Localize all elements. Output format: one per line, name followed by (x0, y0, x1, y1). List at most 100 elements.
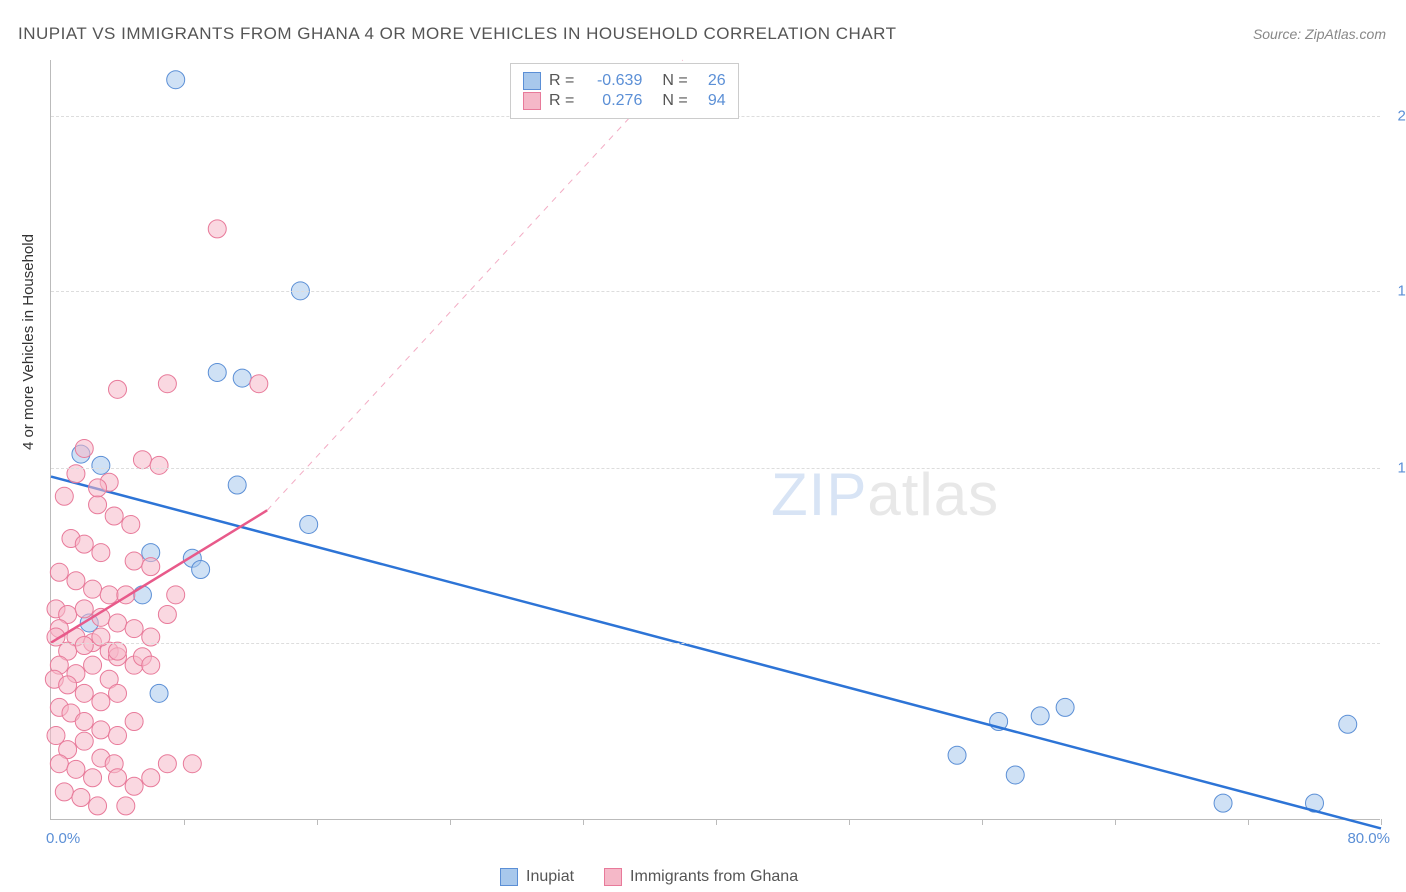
legend-swatch (523, 72, 541, 90)
legend-swatch (523, 92, 541, 110)
gridline (51, 291, 1380, 292)
series-name: Immigrants from Ghana (630, 868, 798, 886)
gridline (51, 468, 1380, 469)
scatter-point (92, 544, 110, 562)
scatter-point (75, 684, 93, 702)
scatter-point (1339, 715, 1357, 733)
scatter-point (109, 642, 127, 660)
scatter-point (142, 558, 160, 576)
gridline (51, 643, 1380, 644)
legend-n-label: N = (662, 72, 687, 90)
scatter-point (125, 552, 143, 570)
chart-container: INUPIAT VS IMMIGRANTS FROM GHANA 4 OR MO… (0, 0, 1406, 892)
legend-n-value: 26 (696, 72, 726, 90)
x-limit-label: 0.0% (46, 830, 80, 847)
scatter-point (50, 563, 68, 581)
y-tick-label: 25.0% (1385, 108, 1406, 125)
scatter-point (133, 451, 151, 469)
scatter-point (208, 220, 226, 238)
scatter-point (125, 777, 143, 795)
scatter-point (300, 515, 318, 533)
x-tick (450, 819, 451, 825)
scatter-point (228, 476, 246, 494)
x-tick (583, 819, 584, 825)
legend-swatch (604, 868, 622, 886)
scatter-point (150, 684, 168, 702)
scatter-point (208, 363, 226, 381)
trend-line (51, 477, 1381, 829)
scatter-point (1056, 698, 1074, 716)
x-tick (184, 819, 185, 825)
scatter-point (122, 515, 140, 533)
scatter-point (92, 721, 110, 739)
scatter-point (109, 684, 127, 702)
scatter-point (75, 712, 93, 730)
scatter-point (89, 496, 107, 514)
x-tick (317, 819, 318, 825)
series-name: Inupiat (526, 868, 574, 886)
legend-row: R = -0.639 N = 26 (523, 72, 726, 90)
source-link[interactable]: ZipAtlas.com (1305, 26, 1386, 42)
legend-swatch (500, 868, 518, 886)
scatter-point (67, 760, 85, 778)
scatter-point (72, 788, 90, 806)
scatter-point (142, 656, 160, 674)
scatter-point (1006, 766, 1024, 784)
x-tick (1248, 819, 1249, 825)
legend-row: R =0.276N =94 (523, 92, 726, 110)
y-axis-label: 4 or more Vehicles in Household (20, 234, 37, 450)
scatter-point (75, 535, 93, 553)
scatter-point (109, 614, 127, 632)
legend-r-label: R = (549, 72, 574, 90)
legend-r-value: 0.276 (582, 92, 642, 110)
scatter-point (150, 456, 168, 474)
legend-r-label: R = (549, 92, 574, 110)
scatter-point (89, 479, 107, 497)
scatter-point (167, 586, 185, 604)
scatter-point (167, 71, 185, 89)
y-tick-label: 6.3% (1385, 634, 1406, 651)
series-legend: Inupiat Immigrants from Ghana (500, 868, 798, 886)
x-tick (982, 819, 983, 825)
scatter-point (109, 727, 127, 745)
scatter-point (105, 507, 123, 525)
x-tick (716, 819, 717, 825)
scatter-point (75, 439, 93, 457)
scatter-point (233, 369, 251, 387)
scatter-point (1031, 707, 1049, 725)
scatter-point (50, 755, 68, 773)
scatter-point (75, 636, 93, 654)
scatter-point (75, 600, 93, 618)
scatter-svg (51, 60, 1380, 819)
scatter-point (192, 560, 210, 578)
x-tick (1381, 819, 1382, 825)
scatter-point (1214, 794, 1232, 812)
scatter-point (109, 769, 127, 787)
scatter-point (75, 732, 93, 750)
trend-line-extension (267, 60, 683, 510)
scatter-point (158, 755, 176, 773)
scatter-point (84, 656, 102, 674)
scatter-point (84, 580, 102, 598)
source-label: Source: (1253, 26, 1301, 42)
scatter-point (158, 606, 176, 624)
legend-r-value: -0.639 (582, 72, 642, 90)
scatter-point (250, 375, 268, 393)
scatter-point (109, 380, 127, 398)
scatter-point (125, 620, 143, 638)
y-tick-label: 12.5% (1385, 460, 1406, 477)
scatter-point (84, 769, 102, 787)
source-attribution: Source: ZipAtlas.com (1253, 26, 1386, 42)
scatter-point (67, 572, 85, 590)
y-tick-label: 18.8% (1385, 282, 1406, 299)
scatter-point (100, 586, 118, 604)
plot-area: ZIPatlas 6.3%12.5%18.8%25.0%0.0%80.0% (50, 60, 1380, 820)
scatter-point (183, 755, 201, 773)
series-legend-item: Immigrants from Ghana (604, 868, 798, 886)
legend-n-value: 94 (696, 92, 726, 110)
scatter-point (948, 746, 966, 764)
x-tick (1115, 819, 1116, 825)
scatter-point (142, 769, 160, 787)
scatter-point (59, 676, 77, 694)
x-tick (849, 819, 850, 825)
